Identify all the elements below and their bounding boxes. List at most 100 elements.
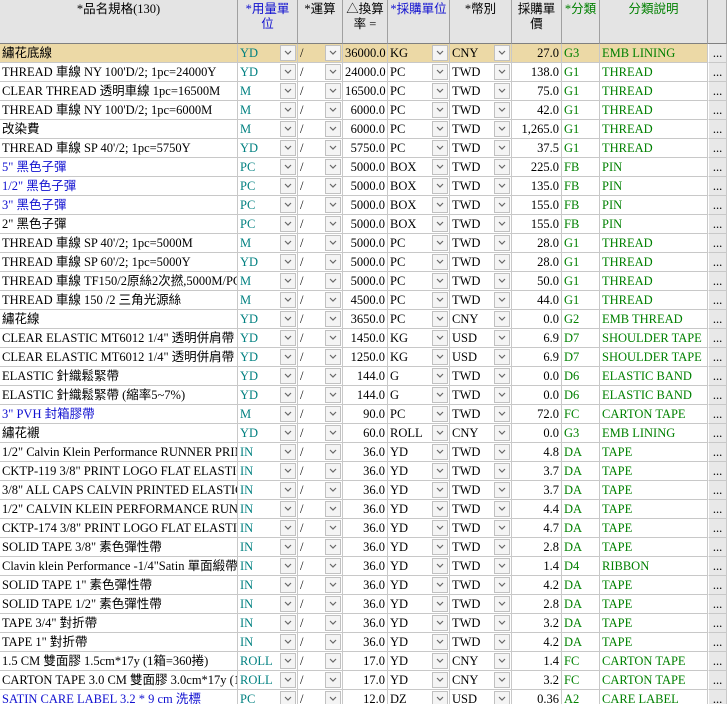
dropdown-button[interactable] xyxy=(432,235,448,251)
row-button[interactable]: ... xyxy=(708,329,727,348)
row-button[interactable]: ... xyxy=(708,196,727,215)
row-button[interactable]: ... xyxy=(708,386,727,405)
dropdown-button[interactable] xyxy=(494,425,510,441)
dropdown-button[interactable] xyxy=(494,558,510,574)
row-button[interactable]: ... xyxy=(708,443,727,462)
dropdown-button[interactable] xyxy=(280,292,296,308)
dropdown-button[interactable] xyxy=(325,520,341,536)
dropdown-button[interactable] xyxy=(280,311,296,327)
dropdown-button[interactable] xyxy=(280,216,296,232)
dropdown-button[interactable] xyxy=(494,121,510,137)
dropdown-button[interactable] xyxy=(494,406,510,422)
dropdown-button[interactable] xyxy=(494,368,510,384)
dropdown-button[interactable] xyxy=(432,653,448,669)
row-button[interactable]: ... xyxy=(708,82,727,101)
dropdown-button[interactable] xyxy=(432,311,448,327)
dropdown-button[interactable] xyxy=(432,672,448,688)
dropdown-button[interactable] xyxy=(280,121,296,137)
dropdown-button[interactable] xyxy=(325,558,341,574)
dropdown-button[interactable] xyxy=(432,140,448,156)
dropdown-button[interactable] xyxy=(280,596,296,612)
column-header[interactable]: △換算率 = xyxy=(343,0,388,44)
dropdown-button[interactable] xyxy=(325,501,341,517)
dropdown-button[interactable] xyxy=(325,368,341,384)
dropdown-button[interactable] xyxy=(280,273,296,289)
column-header[interactable]: 分類說明 xyxy=(600,0,708,44)
row-button[interactable]: ... xyxy=(708,253,727,272)
dropdown-button[interactable] xyxy=(280,691,296,704)
dropdown-button[interactable] xyxy=(432,463,448,479)
row-button[interactable]: ... xyxy=(708,424,727,443)
dropdown-button[interactable] xyxy=(432,64,448,80)
dropdown-button[interactable] xyxy=(325,463,341,479)
dropdown-button[interactable] xyxy=(494,273,510,289)
dropdown-button[interactable] xyxy=(432,178,448,194)
dropdown-button[interactable] xyxy=(432,444,448,460)
row-button[interactable]: ... xyxy=(708,120,727,139)
column-header[interactable]: *分類 xyxy=(562,0,600,44)
row-button[interactable]: ... xyxy=(708,177,727,196)
dropdown-button[interactable] xyxy=(432,691,448,704)
dropdown-button[interactable] xyxy=(432,273,448,289)
row-button[interactable]: ... xyxy=(708,576,727,595)
row-button[interactable]: ... xyxy=(708,63,727,82)
dropdown-button[interactable] xyxy=(494,235,510,251)
dropdown-button[interactable] xyxy=(432,539,448,555)
dropdown-button[interactable] xyxy=(325,64,341,80)
dropdown-button[interactable] xyxy=(280,387,296,403)
dropdown-button[interactable] xyxy=(280,577,296,593)
dropdown-button[interactable] xyxy=(325,672,341,688)
row-button[interactable]: ... xyxy=(708,44,727,63)
dropdown-button[interactable] xyxy=(494,159,510,175)
dropdown-button[interactable] xyxy=(494,596,510,612)
dropdown-button[interactable] xyxy=(432,501,448,517)
dropdown-button[interactable] xyxy=(325,444,341,460)
column-header[interactable]: *品名規格(130) xyxy=(0,0,238,44)
dropdown-button[interactable] xyxy=(280,653,296,669)
dropdown-button[interactable] xyxy=(280,330,296,346)
row-button[interactable]: ... xyxy=(708,462,727,481)
dropdown-button[interactable] xyxy=(432,387,448,403)
dropdown-button[interactable] xyxy=(280,102,296,118)
dropdown-button[interactable] xyxy=(325,273,341,289)
dropdown-button[interactable] xyxy=(432,577,448,593)
dropdown-button[interactable] xyxy=(432,425,448,441)
dropdown-button[interactable] xyxy=(494,83,510,99)
row-button[interactable]: ... xyxy=(708,158,727,177)
row-button[interactable]: ... xyxy=(708,481,727,500)
row-button[interactable]: ... xyxy=(708,367,727,386)
dropdown-button[interactable] xyxy=(325,178,341,194)
dropdown-button[interactable] xyxy=(280,64,296,80)
dropdown-button[interactable] xyxy=(325,596,341,612)
dropdown-button[interactable] xyxy=(280,558,296,574)
row-button[interactable]: ... xyxy=(708,538,727,557)
dropdown-button[interactable] xyxy=(494,444,510,460)
row-button[interactable]: ... xyxy=(708,348,727,367)
column-header[interactable]: *用量單位 xyxy=(238,0,298,44)
dropdown-button[interactable] xyxy=(325,216,341,232)
row-button[interactable]: ... xyxy=(708,519,727,538)
dropdown-button[interactable] xyxy=(432,45,448,61)
row-button[interactable]: ... xyxy=(708,652,727,671)
dropdown-button[interactable] xyxy=(432,330,448,346)
row-button[interactable]: ... xyxy=(708,633,727,652)
dropdown-button[interactable] xyxy=(494,463,510,479)
dropdown-button[interactable] xyxy=(432,634,448,650)
row-button[interactable]: ... xyxy=(708,595,727,614)
row-button[interactable]: ... xyxy=(708,405,727,424)
dropdown-button[interactable] xyxy=(494,653,510,669)
dropdown-button[interactable] xyxy=(494,254,510,270)
dropdown-button[interactable] xyxy=(325,425,341,441)
dropdown-button[interactable] xyxy=(325,406,341,422)
dropdown-button[interactable] xyxy=(280,159,296,175)
column-header[interactable]: *採購單位 xyxy=(388,0,450,44)
dropdown-button[interactable] xyxy=(432,197,448,213)
dropdown-button[interactable] xyxy=(494,292,510,308)
dropdown-button[interactable] xyxy=(325,577,341,593)
dropdown-button[interactable] xyxy=(325,102,341,118)
column-header[interactable]: *運算 xyxy=(298,0,343,44)
row-button[interactable]: ... xyxy=(708,215,727,234)
dropdown-button[interactable] xyxy=(494,672,510,688)
row-button[interactable]: ... xyxy=(708,291,727,310)
dropdown-button[interactable] xyxy=(325,197,341,213)
